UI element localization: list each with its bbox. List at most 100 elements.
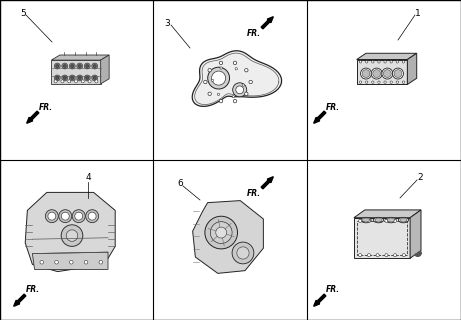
Circle shape (242, 84, 244, 86)
Circle shape (362, 70, 370, 77)
Circle shape (204, 80, 207, 84)
Circle shape (219, 100, 223, 103)
FancyArrow shape (14, 294, 26, 306)
Circle shape (61, 225, 83, 246)
FancyArrow shape (261, 17, 273, 29)
Circle shape (78, 65, 81, 68)
Circle shape (88, 80, 91, 83)
Circle shape (245, 68, 248, 72)
Circle shape (48, 212, 56, 220)
Circle shape (217, 93, 219, 96)
Circle shape (88, 212, 96, 220)
Text: FR.: FR. (26, 285, 40, 294)
Circle shape (385, 219, 388, 222)
Circle shape (86, 65, 89, 68)
Polygon shape (51, 60, 100, 84)
Circle shape (216, 227, 227, 238)
Circle shape (81, 80, 84, 83)
Circle shape (45, 210, 59, 223)
Ellipse shape (362, 218, 370, 222)
Text: 4: 4 (85, 173, 91, 182)
Circle shape (373, 70, 381, 77)
Circle shape (61, 80, 64, 83)
Circle shape (384, 61, 386, 63)
Circle shape (56, 76, 59, 79)
Circle shape (237, 247, 249, 259)
Circle shape (77, 75, 83, 81)
Circle shape (376, 253, 379, 257)
Circle shape (71, 65, 74, 68)
Circle shape (371, 68, 382, 79)
Circle shape (360, 61, 362, 63)
Text: FR.: FR. (247, 188, 261, 197)
Circle shape (77, 63, 83, 69)
Circle shape (75, 212, 83, 220)
Polygon shape (100, 55, 109, 84)
Circle shape (84, 260, 88, 264)
Circle shape (208, 68, 212, 72)
Circle shape (86, 210, 99, 223)
Circle shape (93, 76, 96, 79)
Ellipse shape (375, 218, 382, 222)
Circle shape (232, 95, 235, 98)
Circle shape (72, 210, 85, 223)
Text: FR.: FR. (326, 102, 340, 111)
Circle shape (210, 222, 232, 244)
Circle shape (63, 65, 66, 68)
Circle shape (394, 70, 402, 77)
Text: FR.: FR. (39, 102, 53, 111)
Circle shape (233, 61, 236, 65)
Circle shape (40, 260, 43, 264)
Text: 1: 1 (415, 9, 421, 18)
Circle shape (62, 63, 68, 69)
Circle shape (69, 75, 75, 81)
Circle shape (359, 219, 362, 222)
Circle shape (205, 216, 237, 249)
Circle shape (86, 76, 89, 79)
Circle shape (394, 253, 396, 257)
FancyArrow shape (261, 177, 273, 189)
Circle shape (376, 219, 379, 222)
Polygon shape (410, 210, 421, 258)
Circle shape (236, 86, 243, 94)
Circle shape (56, 65, 59, 68)
Circle shape (372, 61, 374, 63)
Circle shape (402, 61, 405, 63)
Polygon shape (192, 51, 282, 106)
Circle shape (367, 253, 371, 257)
Circle shape (84, 75, 90, 81)
Circle shape (361, 68, 372, 79)
Circle shape (384, 81, 386, 83)
Circle shape (208, 92, 212, 95)
Circle shape (99, 260, 103, 264)
Circle shape (384, 70, 391, 77)
Circle shape (396, 81, 398, 83)
FancyArrow shape (313, 111, 326, 123)
Circle shape (402, 219, 405, 222)
Circle shape (390, 81, 392, 83)
Circle shape (54, 75, 60, 81)
Circle shape (232, 242, 254, 264)
Circle shape (367, 219, 371, 222)
Circle shape (55, 260, 59, 264)
Text: 3: 3 (164, 19, 170, 28)
Circle shape (245, 92, 248, 95)
Ellipse shape (361, 217, 371, 223)
Circle shape (392, 68, 403, 79)
Circle shape (70, 260, 73, 264)
Ellipse shape (386, 217, 396, 223)
Text: 5: 5 (20, 9, 26, 18)
Circle shape (396, 61, 398, 63)
Circle shape (417, 254, 419, 256)
Circle shape (366, 81, 368, 83)
FancyArrow shape (313, 294, 326, 306)
Circle shape (359, 253, 362, 257)
Polygon shape (25, 192, 115, 272)
Circle shape (249, 80, 252, 84)
Circle shape (402, 253, 405, 257)
Circle shape (71, 76, 74, 79)
Circle shape (366, 61, 368, 63)
Polygon shape (357, 60, 408, 84)
Circle shape (92, 63, 98, 69)
Circle shape (385, 253, 388, 257)
